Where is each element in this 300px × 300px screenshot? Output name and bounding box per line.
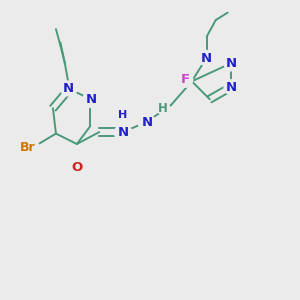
Text: N: N: [63, 82, 74, 95]
Ellipse shape: [69, 160, 84, 175]
Ellipse shape: [198, 51, 216, 65]
Text: N: N: [142, 116, 153, 129]
Ellipse shape: [157, 102, 170, 114]
Ellipse shape: [82, 92, 99, 107]
Text: N: N: [226, 81, 237, 94]
Text: O: O: [71, 161, 82, 174]
Text: N: N: [201, 52, 212, 64]
Ellipse shape: [224, 80, 239, 95]
Ellipse shape: [178, 72, 193, 87]
Text: H: H: [158, 102, 168, 115]
Ellipse shape: [224, 56, 239, 71]
Ellipse shape: [114, 125, 132, 140]
Text: N: N: [226, 57, 237, 70]
Ellipse shape: [138, 115, 156, 130]
Text: Br: Br: [20, 141, 36, 154]
Text: F: F: [181, 73, 190, 86]
Ellipse shape: [60, 81, 77, 96]
Ellipse shape: [117, 109, 130, 121]
Ellipse shape: [17, 140, 40, 155]
Text: N: N: [118, 126, 129, 139]
Text: H: H: [118, 110, 128, 120]
Text: N: N: [85, 93, 96, 106]
